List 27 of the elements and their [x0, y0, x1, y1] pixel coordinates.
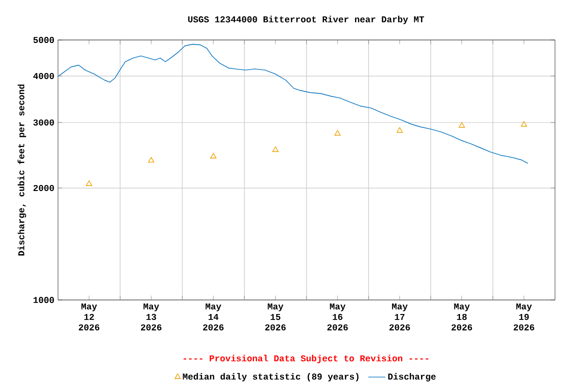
- legend-label: Median daily statistic (89 years): [182, 373, 358, 382]
- y-tick-label: 2000: [33, 184, 54, 192]
- chart-title: USGS 12344000 Bitterroot River near Darby MT: [188, 16, 424, 24]
- point: [86, 180, 92, 186]
- x-tick-label: May 16 2026: [327, 303, 348, 330]
- y-tick-label: 3000: [33, 119, 54, 126]
- line-series: [58, 44, 528, 164]
- point: [148, 157, 154, 163]
- x-tick-label: May 12 2026: [78, 303, 100, 330]
- x-tick-label: May 18 2026: [452, 303, 472, 330]
- point: [334, 130, 341, 136]
- y-tick-label: 5000: [33, 36, 54, 44]
- point: [396, 127, 403, 133]
- x-tick-label: May 17 2026: [389, 303, 410, 330]
- x-tick-label: May 14 2026: [203, 303, 224, 330]
- y-tick-label: 4000: [33, 72, 54, 80]
- x-tick-label: May 19 2026: [514, 303, 534, 330]
- text: ---- Provisional Data Subject to Revision ----: [184, 354, 428, 364]
- legend-label: Discharge: [388, 373, 436, 382]
- x-tick-label: May 15 2026: [265, 303, 286, 330]
- point: [272, 146, 279, 152]
- point: [458, 122, 465, 128]
- point: [520, 121, 528, 127]
- y-tick-label: 1000: [34, 296, 54, 304]
- y-axis-title: Discharge, cubic feet per second: [18, 84, 26, 256]
- point: [210, 152, 216, 158]
- x-tick-label: May 13 2026: [140, 303, 162, 330]
